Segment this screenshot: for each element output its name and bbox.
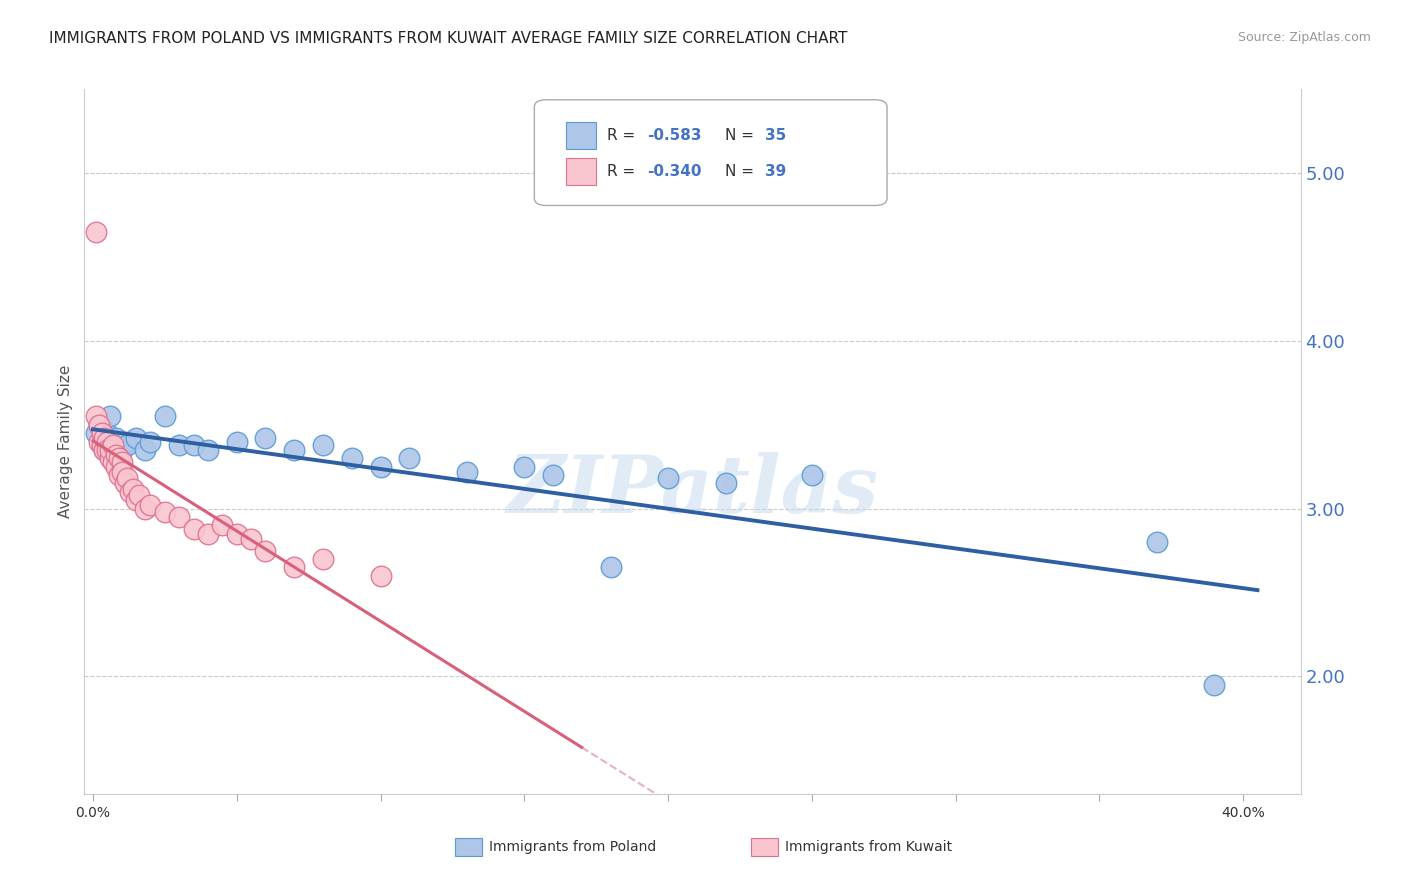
Point: [114, 434, 136, 449]
Point: [370, 459, 392, 474]
Point: [197, 526, 219, 541]
Point: [657, 471, 679, 485]
Point: [104, 431, 127, 445]
FancyBboxPatch shape: [456, 838, 482, 856]
Point: [312, 438, 335, 452]
Text: R =: R =: [607, 164, 641, 179]
Point: [370, 568, 392, 582]
Point: [87, 417, 110, 432]
Point: [98, 451, 121, 466]
Y-axis label: Average Family Size: Average Family Size: [58, 365, 73, 518]
Point: [96, 426, 118, 441]
Text: R =: R =: [607, 128, 641, 144]
Point: [714, 476, 737, 491]
Point: [90, 426, 112, 441]
Text: 39: 39: [765, 164, 787, 179]
Point: [134, 442, 156, 457]
Text: Source: ZipAtlas.com: Source: ZipAtlas.com: [1237, 31, 1371, 45]
Point: [125, 431, 148, 445]
Point: [398, 451, 420, 466]
Point: [456, 465, 478, 479]
Text: IMMIGRANTS FROM POLAND VS IMMIGRANTS FROM KUWAIT AVERAGE FAMILY SIZE CORRELATION: IMMIGRANTS FROM POLAND VS IMMIGRANTS FRO…: [49, 31, 848, 46]
Point: [90, 434, 112, 449]
Point: [117, 471, 139, 485]
Point: [114, 476, 136, 491]
Point: [139, 498, 162, 512]
Point: [1204, 678, 1226, 692]
Point: [153, 505, 176, 519]
Text: Immigrants from Poland: Immigrants from Poland: [489, 839, 657, 854]
Point: [225, 526, 247, 541]
Point: [599, 560, 621, 574]
Point: [101, 455, 124, 469]
Point: [800, 468, 823, 483]
Point: [101, 438, 124, 452]
Point: [283, 560, 305, 574]
Point: [183, 522, 205, 536]
Point: [96, 434, 118, 449]
Point: [108, 468, 131, 483]
Point: [104, 459, 127, 474]
Point: [96, 442, 118, 457]
Point: [128, 488, 150, 502]
Point: [111, 442, 134, 457]
Point: [108, 451, 131, 466]
Point: [125, 493, 148, 508]
Text: -0.583: -0.583: [647, 128, 702, 144]
Point: [122, 482, 145, 496]
Point: [283, 442, 305, 457]
FancyBboxPatch shape: [751, 838, 778, 856]
Point: [240, 532, 263, 546]
Point: [98, 442, 121, 457]
Point: [111, 465, 134, 479]
Point: [167, 438, 190, 452]
Point: [211, 518, 233, 533]
Point: [167, 510, 190, 524]
Point: [312, 552, 335, 566]
FancyBboxPatch shape: [567, 158, 596, 185]
Point: [183, 438, 205, 452]
Point: [197, 442, 219, 457]
Point: [93, 431, 115, 445]
Text: N =: N =: [725, 128, 759, 144]
Point: [84, 426, 107, 441]
Point: [108, 451, 131, 466]
Point: [153, 409, 176, 424]
Point: [120, 484, 142, 499]
Point: [340, 451, 363, 466]
Point: [98, 409, 121, 424]
Point: [104, 448, 127, 462]
Point: [1146, 535, 1168, 549]
Text: Immigrants from Kuwait: Immigrants from Kuwait: [785, 839, 952, 854]
Point: [111, 455, 134, 469]
Point: [117, 438, 139, 452]
Text: 35: 35: [765, 128, 787, 144]
Point: [90, 438, 112, 452]
Point: [101, 438, 124, 452]
Point: [541, 468, 564, 483]
FancyBboxPatch shape: [567, 122, 596, 149]
Point: [139, 434, 162, 449]
Point: [254, 431, 277, 445]
Point: [93, 442, 115, 457]
Point: [513, 459, 536, 474]
Text: N =: N =: [725, 164, 759, 179]
Point: [84, 409, 107, 424]
Point: [84, 225, 107, 239]
Point: [87, 417, 110, 432]
Point: [134, 501, 156, 516]
Text: ZIPatlas: ZIPatlas: [506, 452, 879, 530]
FancyBboxPatch shape: [534, 100, 887, 205]
Point: [225, 434, 247, 449]
Point: [254, 543, 277, 558]
Text: -0.340: -0.340: [647, 164, 702, 179]
Point: [93, 442, 115, 457]
Point: [87, 434, 110, 449]
